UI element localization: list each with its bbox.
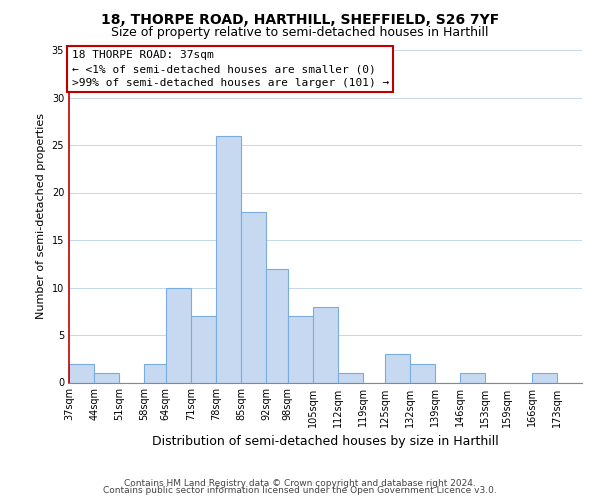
Bar <box>460 373 485 382</box>
Bar <box>313 306 338 382</box>
Text: Contains public sector information licensed under the Open Government Licence v3: Contains public sector information licen… <box>103 486 497 495</box>
Bar <box>216 136 241 382</box>
Bar <box>69 364 94 382</box>
Bar <box>385 354 410 382</box>
Bar <box>241 212 266 382</box>
Bar <box>288 316 313 382</box>
Bar <box>145 364 166 382</box>
X-axis label: Distribution of semi-detached houses by size in Harthill: Distribution of semi-detached houses by … <box>152 435 499 448</box>
Text: Contains HM Land Registry data © Crown copyright and database right 2024.: Contains HM Land Registry data © Crown c… <box>124 478 476 488</box>
Text: Size of property relative to semi-detached houses in Harthill: Size of property relative to semi-detach… <box>111 26 489 39</box>
Bar <box>94 373 119 382</box>
Y-axis label: Number of semi-detached properties: Number of semi-detached properties <box>36 114 46 320</box>
Bar <box>338 373 363 382</box>
Bar <box>191 316 216 382</box>
Text: 18 THORPE ROAD: 37sqm
← <1% of semi-detached houses are smaller (0)
>99% of semi: 18 THORPE ROAD: 37sqm ← <1% of semi-deta… <box>71 50 389 88</box>
Bar <box>166 288 191 382</box>
Bar <box>410 364 435 382</box>
Bar <box>532 373 557 382</box>
Text: 18, THORPE ROAD, HARTHILL, SHEFFIELD, S26 7YF: 18, THORPE ROAD, HARTHILL, SHEFFIELD, S2… <box>101 12 499 26</box>
Bar <box>266 268 288 382</box>
